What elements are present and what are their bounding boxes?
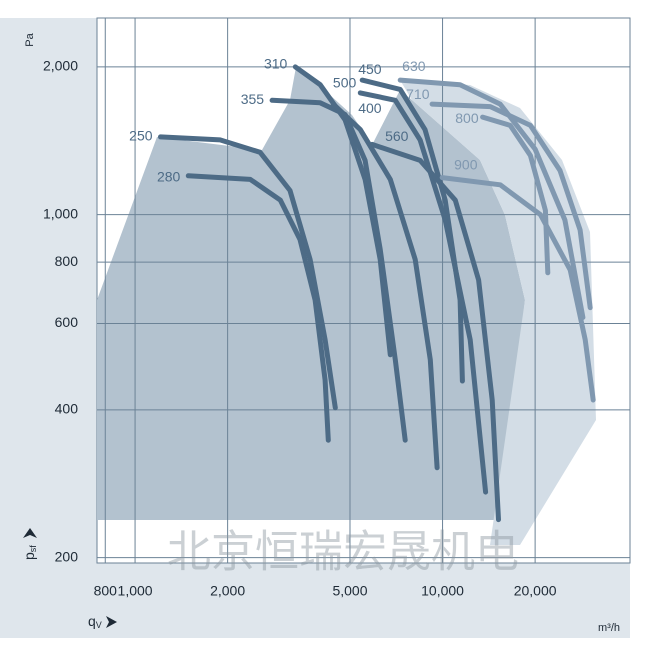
y-tick-label: 600 [55, 314, 79, 330]
x-unit: m³/h [598, 622, 620, 634]
x-tick-label: 800 [94, 583, 118, 599]
fan-curve [397, 77, 586, 320]
x-tick-label: 1,000 [118, 583, 153, 599]
y-label-sub: sf [28, 545, 38, 553]
curve-label: 560 [385, 128, 409, 144]
fan-curve [369, 141, 501, 523]
curve-label: 500 [333, 75, 357, 91]
fan-curve [158, 134, 338, 411]
y-tick-label: 2,000 [43, 58, 78, 74]
x-label-main: q [88, 613, 96, 629]
curve-label: 630 [402, 58, 426, 74]
x-arrow [106, 616, 117, 628]
x-label: qV [88, 613, 102, 631]
fan-curve [269, 97, 408, 443]
watermark: 北京恒瑞宏晟机电 [167, 528, 519, 577]
y-arrow [23, 528, 37, 538]
light-region [400, 80, 596, 545]
fan-curve [185, 173, 331, 443]
curve-label: 710 [406, 86, 430, 102]
curve-label: 310 [264, 56, 288, 72]
x-tick-label: 2,000 [210, 583, 245, 599]
y-tick-label: 400 [55, 401, 79, 417]
curve-label: 450 [358, 61, 382, 77]
y-unit: Pa [24, 32, 36, 46]
y-tick-label: 1,000 [43, 205, 78, 221]
x-label-sub: V [96, 620, 102, 630]
curves [158, 64, 596, 523]
curve-label: 250 [129, 128, 153, 144]
fan-curve [330, 101, 440, 471]
fan-curve [439, 175, 596, 403]
fan-curve [429, 101, 593, 311]
y-label-main: p [21, 552, 37, 560]
curve-label: 800 [455, 110, 479, 126]
y-label: psf [21, 545, 39, 560]
fan-curve [359, 77, 465, 384]
fan-curve [480, 114, 551, 276]
grid [97, 18, 630, 563]
y-axis-band [0, 18, 97, 563]
curve-label: 355 [241, 91, 265, 107]
y-tick-label: 200 [55, 548, 79, 564]
x-tick-label: 20,000 [514, 583, 557, 599]
fan-curve [357, 90, 489, 495]
x-axis-band [0, 563, 630, 638]
y-tick-label: 800 [55, 253, 79, 269]
x-tick-label: 10,000 [421, 583, 464, 599]
curve-label: 400 [358, 100, 382, 116]
curve-label: 900 [454, 156, 478, 172]
y-axis-label: psf [21, 528, 39, 560]
curve-label: 280 [157, 168, 181, 184]
x-tick-label: 5,000 [332, 583, 367, 599]
